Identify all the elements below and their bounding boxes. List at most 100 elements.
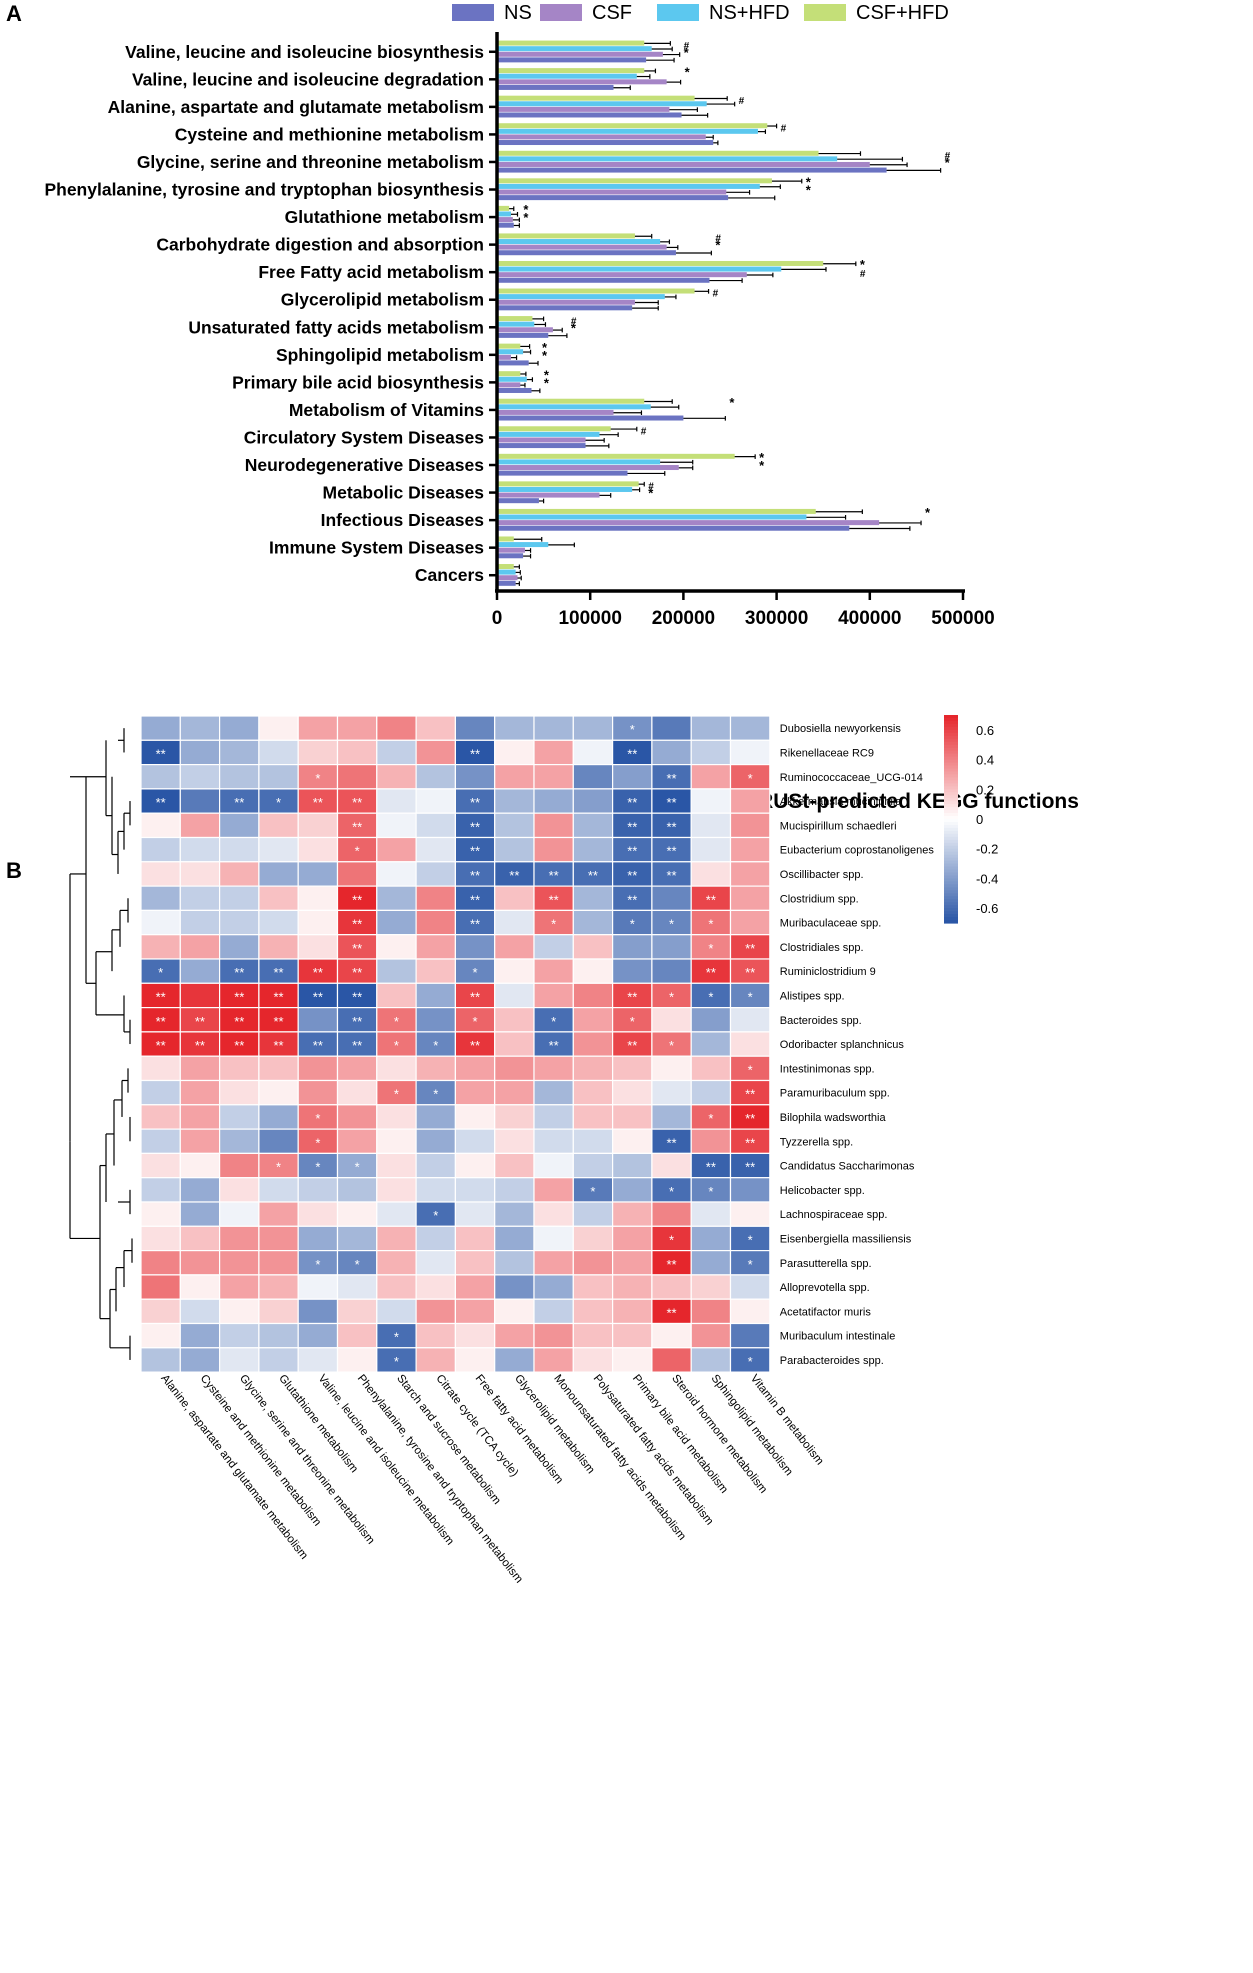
colorbar-step xyxy=(944,866,958,871)
heatmap-cell xyxy=(336,1177,378,1203)
category-label: Metabolic Diseases xyxy=(323,483,485,503)
bar-csf xyxy=(497,382,521,388)
heatmap-cell xyxy=(651,739,692,766)
significance-mark: ** xyxy=(470,746,480,761)
heatmap-cell xyxy=(219,1177,260,1203)
row-label: Muribaculum intestinale xyxy=(780,1331,896,1343)
category-label: Cancers xyxy=(415,565,484,585)
heatmap-cell xyxy=(297,739,339,766)
bar-ns-hfd xyxy=(497,404,651,410)
heatmap-cell xyxy=(297,1177,339,1203)
heatmap-cell xyxy=(140,1128,181,1154)
heatmap-cell xyxy=(611,982,653,1009)
legend-label: CSF+HFD xyxy=(856,2,949,24)
heatmap-cell xyxy=(572,861,614,887)
heatmap-cell xyxy=(729,1274,771,1300)
heatmap-cell xyxy=(611,836,653,863)
bar-ns xyxy=(497,360,529,366)
heatmap-cell xyxy=(494,958,535,984)
colorbar-step xyxy=(944,816,958,820)
row-label: Bacteroides spp. xyxy=(780,1015,862,1027)
heatmap-cell xyxy=(258,812,299,839)
colorbar-step xyxy=(944,795,958,799)
bar-ns xyxy=(497,525,850,531)
heatmap-cell xyxy=(179,1225,221,1252)
heatmap-cell xyxy=(140,1031,181,1057)
significance-mark: * xyxy=(276,795,281,810)
category-label: Primary bile acid biosynthesis xyxy=(232,372,484,392)
bar-ns xyxy=(497,167,887,173)
significance-mark: * xyxy=(315,1160,320,1175)
significance-mark: * xyxy=(473,965,478,980)
heatmap-cell xyxy=(297,715,339,741)
significance-mark: ** xyxy=(470,868,480,883)
heatmap-cell xyxy=(179,715,221,741)
row-label: Acetatifactor muris xyxy=(780,1306,872,1318)
colorbar-step xyxy=(944,810,958,814)
heatmap-cell xyxy=(179,1347,221,1373)
bar-ns-hfd xyxy=(497,266,782,272)
heatmap-cell xyxy=(533,1347,574,1373)
heatmap-cell xyxy=(219,1274,260,1300)
heatmap-cell xyxy=(415,982,457,1009)
heatmap-cell xyxy=(690,1128,732,1154)
heatmap-cell xyxy=(611,715,653,741)
heatmap-cell xyxy=(415,812,457,839)
row-label: Helicobacter spp. xyxy=(780,1185,865,1197)
row-label: Clostridiales spp. xyxy=(780,942,864,954)
bar-ns-hfd xyxy=(497,321,535,327)
heatmap-cell xyxy=(454,836,496,863)
heatmap-cell xyxy=(415,763,457,790)
category-label: Alanine, aspartate and glutamate metabol… xyxy=(108,97,484,117)
heatmap-cell xyxy=(258,1055,299,1082)
column-label: Glutathione metabolism xyxy=(276,1373,360,1476)
heatmap-cell xyxy=(376,1177,417,1203)
colorbar-step xyxy=(944,863,958,868)
heatmap-cell xyxy=(651,1031,692,1057)
heatmap-cell xyxy=(336,1274,378,1300)
heatmap-cell xyxy=(611,1104,653,1130)
colorbar-step xyxy=(944,729,958,734)
colorbar-step xyxy=(944,744,958,749)
colorbar-step xyxy=(944,804,958,808)
category-label: Glycerolipid metabolism xyxy=(281,290,484,310)
significance-mark: * xyxy=(684,45,690,60)
significance-mark: ** xyxy=(470,892,480,907)
heatmap-cell xyxy=(611,1322,653,1349)
heatmap-cell xyxy=(179,788,221,814)
heatmap-cell xyxy=(454,715,496,741)
heatmap-cell xyxy=(415,836,457,863)
heatmap-cell xyxy=(258,934,299,960)
legend-label: NS xyxy=(504,2,532,24)
heatmap-cell xyxy=(454,1201,496,1227)
significance-mark: * xyxy=(669,1038,674,1053)
heatmap-cell xyxy=(336,763,378,790)
heatmap-cell xyxy=(454,1177,496,1203)
significance-mark: * xyxy=(806,175,812,190)
colorbar-step xyxy=(944,759,958,764)
heatmap-cell xyxy=(179,934,221,960)
heatmap-cell xyxy=(729,909,771,936)
heatmap-cell xyxy=(729,739,771,766)
heatmap-cell xyxy=(415,861,457,887)
heatmap-cell xyxy=(533,1079,574,1106)
significance-mark: * xyxy=(433,1038,438,1053)
colorbar-step xyxy=(944,824,958,829)
significance-mark: ** xyxy=(627,892,637,907)
heatmap-cell xyxy=(258,1006,299,1033)
heatmap-cell xyxy=(690,763,732,790)
category-label: Glycine, serine and threonine metabolism xyxy=(137,152,484,172)
heatmap-cell xyxy=(611,885,653,911)
heatmap-cell xyxy=(415,1177,457,1203)
significance-mark: * xyxy=(544,375,550,390)
bar-csf xyxy=(497,79,667,85)
heatmap-cell xyxy=(690,1177,732,1203)
significance-mark: ** xyxy=(195,1014,205,1029)
heatmap-cell xyxy=(494,1225,535,1252)
heatmap-cell xyxy=(140,1152,181,1179)
colorbar-step xyxy=(944,735,958,740)
heatmap-cell xyxy=(140,1322,181,1349)
heatmap-cell xyxy=(258,1298,299,1325)
significance-mark: * xyxy=(542,348,548,363)
heatmap-cell xyxy=(415,885,457,911)
